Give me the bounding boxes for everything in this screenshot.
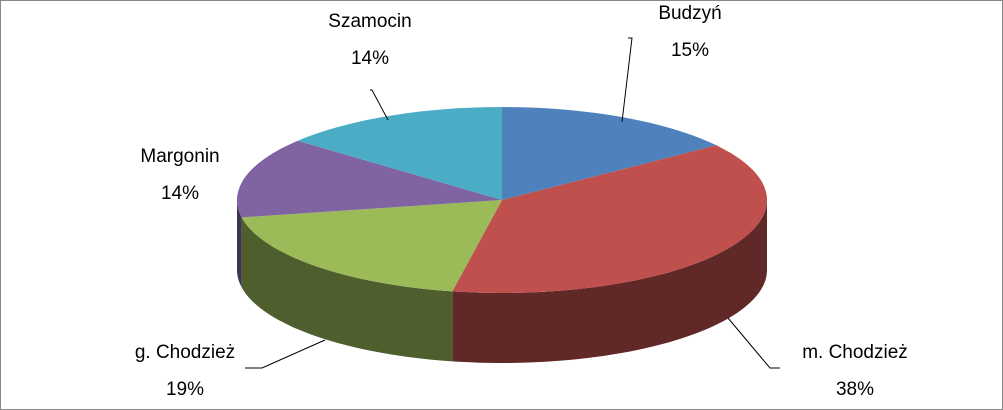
data-label-name: g. Chodzież xyxy=(135,342,235,363)
data-label-name: Budzyń xyxy=(658,3,721,24)
data-label-name: m. Chodzież xyxy=(802,342,908,363)
leader-line xyxy=(370,89,389,121)
slice xyxy=(241,200,502,292)
data-label-value: 14% xyxy=(161,183,199,204)
data-label-name: Margonin xyxy=(140,146,219,167)
slice-side xyxy=(241,217,453,362)
slice-side xyxy=(452,200,767,363)
data-label-name: Szamocin xyxy=(328,11,411,32)
data-label-value: 38% xyxy=(836,379,874,400)
leader-line xyxy=(245,339,326,369)
slice xyxy=(502,107,717,200)
slice xyxy=(452,145,767,293)
leader-line xyxy=(727,317,780,369)
slice xyxy=(297,107,502,200)
data-label-value: 15% xyxy=(671,40,709,61)
leader-line xyxy=(621,37,633,123)
data-label-value: 19% xyxy=(166,379,204,400)
data-label-value: 14% xyxy=(351,48,389,69)
slice-side xyxy=(237,200,242,288)
slice xyxy=(237,140,502,218)
